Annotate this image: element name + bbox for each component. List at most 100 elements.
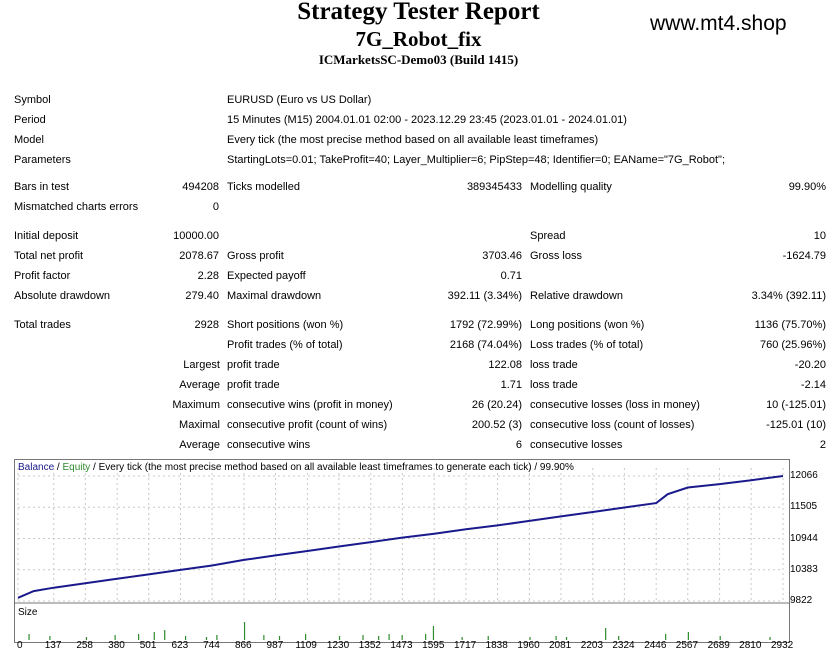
spread-label: Spread: [530, 230, 566, 242]
x-tick-label: 2446: [644, 640, 667, 651]
size-bar: [184, 636, 187, 640]
lp-value: 122.08: [488, 359, 522, 371]
acw-label: consecutive wins: [227, 439, 311, 451]
lp-label: profit trade: [227, 359, 280, 371]
ptrades-label: Profit trades (% of total): [227, 339, 343, 351]
size-bar: [378, 636, 380, 640]
bars-label: Bars in test: [14, 181, 70, 193]
x-tick-label: 137: [44, 640, 62, 651]
size-bar: [205, 637, 208, 640]
ll-label: loss trade: [530, 359, 578, 371]
size-bar: [49, 636, 51, 640]
mcl-value: 10 (-125.01): [766, 399, 826, 411]
model-label: Model: [14, 134, 44, 146]
legend-rest: / Every tick (the most precise method ba…: [90, 462, 574, 473]
size-bar: [605, 628, 607, 640]
server-build: ICMarketsSC-Demo03 (Build 1415): [318, 52, 519, 67]
legend-equity: Equity: [62, 462, 91, 473]
ptrades-value: 2168 (74.04%): [449, 339, 522, 351]
x-tick-label: 987: [266, 640, 284, 651]
mismatch-value: 0: [212, 201, 219, 213]
size-bar: [425, 634, 427, 640]
spread-value: 10: [813, 230, 826, 242]
balance-chart-svg: [15, 468, 789, 640]
size-bar: [769, 637, 771, 640]
size-label: Size: [18, 607, 38, 618]
short-label: Short positions (won %): [227, 319, 344, 331]
short-value: 1792 (72.99%): [449, 319, 522, 331]
grossprofit-value: 3703.46: [482, 250, 522, 262]
mcl-label: consecutive losses (loss in money): [530, 399, 700, 411]
size-bar: [85, 637, 88, 640]
size-bar: [138, 634, 140, 640]
ea-name: 7G_Robot_fix: [355, 27, 482, 51]
y-tick-label: 11505: [790, 501, 818, 513]
netprofit-label: Total net profit: [14, 250, 84, 262]
x-tick-label: 1960: [517, 640, 540, 651]
x-tick-label: 1595: [422, 640, 445, 651]
grossloss-value: -1624.79: [782, 250, 826, 262]
x-tick-label: 2689: [707, 640, 730, 651]
reldd-value: 3.34% (392.11): [751, 290, 826, 302]
al-value: -2.14: [800, 379, 826, 391]
trades-label: Total trades: [14, 319, 71, 331]
size-bar: [278, 636, 281, 640]
mismatch-label: Mismatched charts errors: [14, 201, 139, 213]
acw-value: 6: [515, 439, 522, 451]
grossloss-label: Gross loss: [530, 250, 582, 262]
period-label: Period: [14, 114, 46, 126]
average2-label: Average: [179, 439, 220, 451]
size-bar: [461, 637, 463, 640]
long-value: 1136 (75.70%): [754, 319, 826, 331]
x-tick-label: 1838: [485, 640, 508, 651]
x-tick-label: 1352: [358, 640, 381, 651]
deposit-value: 10000.00: [173, 230, 219, 242]
balance-chart: [14, 459, 790, 643]
acl-value: 2: [819, 439, 826, 451]
size-bar: [618, 636, 620, 640]
size-bar: [555, 636, 557, 640]
size-bar: [687, 632, 689, 640]
period-value: 15 Minutes (M15) 2004.01.01 02:00 - 2023…: [227, 114, 627, 126]
size-bar: [432, 626, 435, 640]
size-bar: [362, 635, 364, 640]
size-bar: [565, 637, 568, 640]
size-bar: [388, 634, 390, 640]
x-tick-label: 1109: [295, 640, 317, 651]
al-label: loss trade: [530, 379, 578, 391]
report-title: Strategy Tester Report: [297, 0, 540, 25]
absdd-value: 279.40: [185, 290, 219, 302]
size-bar: [338, 636, 341, 640]
quality-value: 99.90%: [788, 181, 826, 193]
x-tick-label: 2932: [771, 640, 794, 651]
x-tick-label: 2324: [612, 640, 635, 651]
maxdd-label: Maximal drawdown: [227, 290, 322, 302]
ticks-label: Ticks modelled: [227, 181, 300, 193]
site-watermark: www.mt4.shop: [650, 12, 787, 35]
x-tick-label: 1230: [326, 640, 350, 651]
mcw-value: 26 (20.24): [471, 399, 522, 411]
x-tick-label: 0: [17, 640, 23, 651]
legend-balance: Balance: [18, 462, 55, 473]
model-value: Every tick (the most precise method base…: [227, 134, 599, 146]
params-label: Parameters: [14, 154, 71, 166]
x-tick-label: 2567: [675, 640, 699, 651]
x-tick-label: 2810: [739, 640, 762, 651]
size-bar: [487, 636, 489, 640]
size-bar: [305, 634, 307, 640]
y-tick-label: 10383: [790, 563, 818, 575]
maximal-label: Maximal: [179, 419, 220, 431]
x-tick-label: 1717: [453, 640, 477, 651]
params-value: StartingLots=0.01; TakeProfit=40; Layer_…: [227, 154, 726, 166]
absdd-label: Absolute drawdown: [14, 290, 111, 302]
x-tick-label: 2203: [580, 640, 604, 651]
acl-label: consecutive losses: [530, 439, 623, 451]
symbol-label: Symbol: [14, 94, 51, 106]
netprofit-value: 2078.67: [179, 250, 219, 262]
x-tick-label: 380: [108, 640, 125, 651]
ap-label: profit trade: [227, 379, 280, 391]
ap-value: 1.71: [500, 379, 522, 391]
series-line-balance: [17, 475, 784, 599]
payoff-value: 0.71: [500, 270, 522, 282]
size-bar: [263, 635, 265, 640]
